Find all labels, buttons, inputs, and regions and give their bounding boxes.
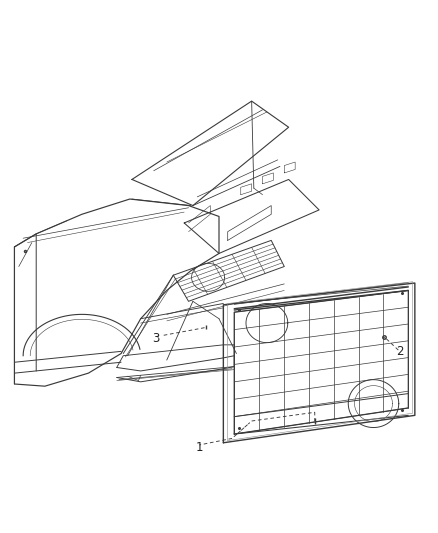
Text: 2: 2 (396, 345, 403, 358)
Text: 1: 1 (196, 441, 203, 454)
Text: 3: 3 (152, 332, 159, 345)
